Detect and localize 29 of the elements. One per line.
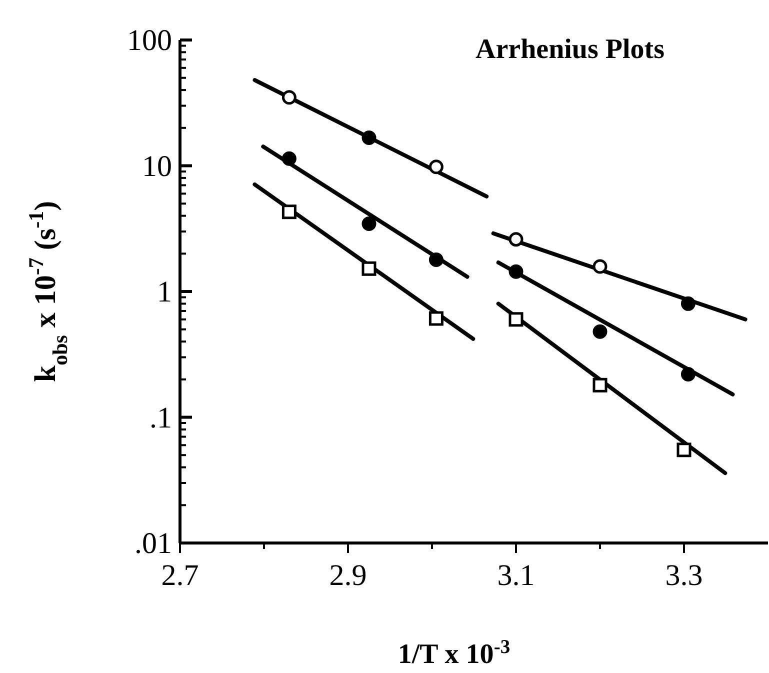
y-tick-label: .01: [134, 527, 172, 560]
point: [428, 252, 444, 267]
point: [362, 130, 376, 145]
y-tick-label: .1: [150, 401, 172, 434]
point: [676, 442, 692, 458]
point: [592, 259, 608, 274]
point: [428, 160, 444, 174]
x-tick-label: 2.9: [329, 559, 367, 592]
point: [680, 366, 696, 382]
x-tick-label: 3.1: [497, 559, 535, 592]
x-axis-title: 1/T x 10$^{-3}$: [398, 636, 510, 670]
point: [508, 312, 524, 327]
point: [592, 324, 608, 339]
point: [282, 151, 296, 166]
point: [508, 264, 524, 279]
point: [282, 204, 296, 220]
x-tick-label: 3.3: [665, 559, 703, 592]
point: [508, 232, 524, 247]
point: [592, 378, 608, 392]
chart-title: Arrhenius Plots: [476, 34, 665, 65]
point: [428, 311, 444, 326]
y-tick-label: 100: [127, 24, 172, 57]
point: [362, 216, 376, 231]
y-tick-label: 1: [157, 276, 172, 308]
point: [680, 296, 696, 311]
y-tick-label: 10: [142, 150, 172, 183]
point: [282, 90, 296, 105]
x-tick-label: 2.7: [161, 559, 199, 592]
point: [362, 261, 376, 276]
